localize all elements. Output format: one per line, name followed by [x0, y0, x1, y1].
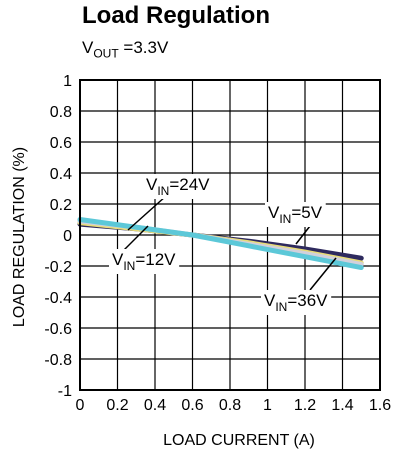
- x-tick-label: 1.4: [331, 397, 353, 414]
- series-layer: [77, 217, 364, 271]
- subtitle-main: V: [82, 38, 94, 57]
- annotation-leader: [295, 225, 311, 245]
- tick-labels: 0 0.2 0.4 0.6 0.8 1 1.2 1.4 1.6 1 0.8 0.6 0.4 0.2 0 -0.…: [44, 73, 391, 414]
- series-annotation: VIN=24V: [146, 175, 210, 198]
- y-tick-label: -0.2: [44, 259, 72, 276]
- annotation-leader: [123, 225, 149, 251]
- y-tick-label: -0.4: [44, 290, 72, 307]
- subtitle-rest: =3.3V: [118, 38, 169, 57]
- annotations: VIN=24V VIN=12V VIN=5V VIN=36V: [109, 174, 337, 315]
- y-axis-label: LOAD REGULATION (%): [11, 147, 28, 327]
- y-tick-label: 0: [63, 228, 72, 245]
- grid: [79, 79, 381, 391]
- y-tick-label: -1: [58, 383, 72, 400]
- x-tick-label: 0.6: [181, 397, 203, 414]
- annotation-background: [261, 290, 332, 315]
- plot-frame: [79, 79, 381, 391]
- annotation-background: [143, 174, 214, 199]
- series-annotation: VIN=36V: [264, 291, 328, 314]
- x-tick-label: 1.2: [294, 397, 316, 414]
- y-tick-label: 0.4: [50, 166, 72, 183]
- subtitle-sub: OUT: [93, 46, 119, 61]
- x-tick-label: 0.4: [144, 397, 166, 414]
- x-axis-label: LOAD CURRENT (A): [163, 432, 315, 449]
- y-tick-label: 0.8: [50, 104, 72, 121]
- chart-title: Load Regulation: [82, 2, 270, 29]
- x-tick-label: 1.6: [369, 397, 391, 414]
- y-tick-label: -0.8: [44, 352, 72, 369]
- chart-subtitle: VOUT =3.3V: [82, 38, 168, 60]
- x-tick-label: 1: [263, 397, 272, 414]
- y-tick-label: -0.6: [44, 321, 72, 338]
- series-line: [77, 217, 364, 271]
- y-tick-label: 0.6: [50, 135, 72, 152]
- x-tick-label: 0.2: [106, 397, 128, 414]
- x-tick-label: 0: [76, 397, 85, 414]
- series-annotation: VIN=12V: [112, 250, 176, 273]
- annotation-leader: [309, 257, 337, 291]
- annotation-background: [109, 249, 180, 274]
- annotation-leader: [127, 195, 167, 231]
- y-tick-label: 1: [63, 73, 72, 90]
- y-tick-label: 0.2: [50, 197, 72, 214]
- annotation-background: [265, 202, 326, 227]
- series-annotation: VIN=5V: [268, 203, 323, 226]
- x-tick-label: 0.8: [219, 397, 241, 414]
